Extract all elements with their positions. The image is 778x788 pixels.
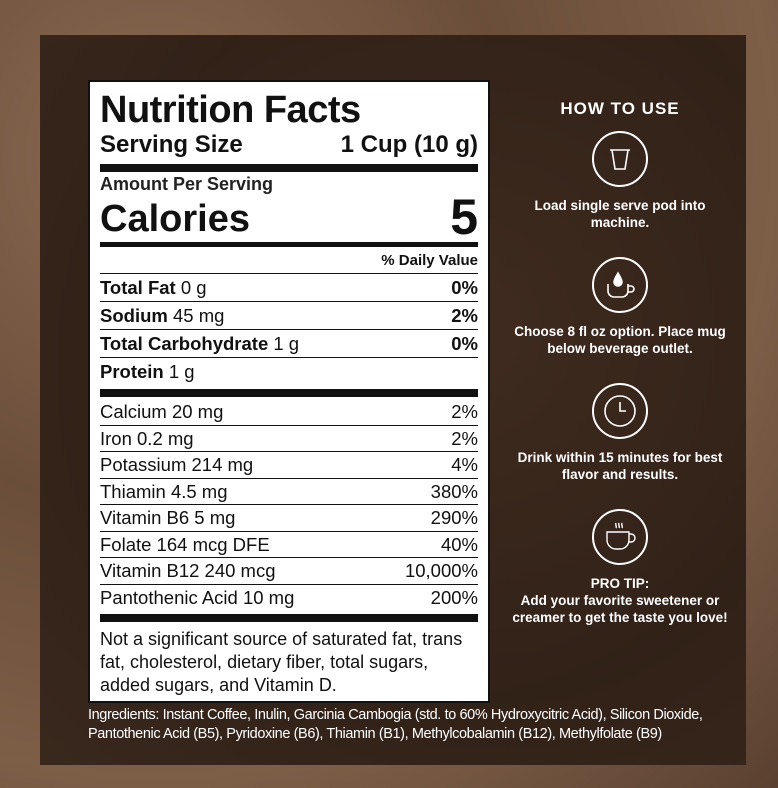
nutrient-amount: 1 g xyxy=(273,333,300,354)
label-title: Nutrition Facts xyxy=(100,89,361,131)
vitamin-row: Potassium 214 mg 4% xyxy=(100,452,478,479)
vitamin-row: Vitamin B12 240 mcg 10,000% xyxy=(100,558,478,585)
pod-icon xyxy=(592,131,648,187)
nutrient-dv: 2% xyxy=(451,305,478,326)
step-text: Load single serve pod into machine. xyxy=(534,198,706,230)
vitamin-name: Potassium 214 mg xyxy=(100,454,254,475)
vitamin-dv: 2% xyxy=(451,427,478,449)
step-text: Add your favorite sweetener or creamer t… xyxy=(512,593,728,625)
footnote: Not a significant source of saturated fa… xyxy=(100,629,463,695)
step-text: Drink within 15 minutes for best flavor … xyxy=(517,450,723,482)
serving-size: Serving Size 1 Cup (10 g) xyxy=(100,130,478,160)
nutrient-name: Total Fat xyxy=(100,277,176,298)
serving-label: Serving Size xyxy=(100,131,243,158)
vitamin-name: Vitamin B12 240 mcg xyxy=(100,560,276,581)
amount-per-serving: Amount Per Serving xyxy=(100,174,274,194)
vitamin-dv: 290% xyxy=(430,507,478,528)
nutrient-name: Total Carbohydrate xyxy=(100,333,269,354)
divider xyxy=(100,614,478,622)
calories: Calories 5 xyxy=(100,189,478,245)
vitamin-row: Vitamin B6 5 mg 290% xyxy=(100,505,478,532)
step-text: Choose 8 fl oz option. Place mug below b… xyxy=(514,324,726,356)
nutrient-amount: 1 g xyxy=(168,361,195,382)
macro-list: Total Fat 0 g 0% Sodium 45 mg 2% Total Carbo… xyxy=(100,274,478,385)
serving-value: 1 Cup (10 g) xyxy=(340,131,478,158)
nutrient-row: Protein 1 g xyxy=(100,358,478,385)
how-to-step: Choose 8 fl oz option. Place mug below b… xyxy=(510,257,730,357)
how-to-step: PRO TIP: Add your favorite sweetener or c… xyxy=(510,509,730,626)
vitamin-name: Folate 164 mcg DFE xyxy=(100,533,270,555)
ingredients: Ingredients: Instant Coffee, Inulin, Gar… xyxy=(88,707,703,742)
divider xyxy=(100,389,478,397)
nutrient-amount: 0 g xyxy=(180,277,207,298)
vitamin-row: Calcium 20 mg 2% xyxy=(100,399,478,426)
vitamin-dv: 10,000% xyxy=(404,560,478,581)
nutrient-row: Sodium 45 mg 2% xyxy=(100,302,478,330)
daily-value-header: % Daily Value xyxy=(100,249,478,274)
nutrient-name: Protein xyxy=(100,361,164,382)
vitamin-dv: 2% xyxy=(451,401,478,422)
mug-drop-icon xyxy=(592,257,648,313)
vitamin-dv: 200% xyxy=(430,586,478,608)
vitamin-row: Folate 164 mcg DFE 40% xyxy=(100,532,478,558)
how-to-use: HOW TO USE Load single serve pod into ma… xyxy=(510,100,730,652)
nutrient-name: Sodium xyxy=(100,305,168,326)
how-to-step: Load single serve pod into machine. xyxy=(510,131,730,231)
calories-label: Calories xyxy=(100,198,250,240)
vitamin-list: Calcium 20 mg 2% Iron 0.2 mg 2% Potassium 21… xyxy=(100,399,478,610)
vitamin-dv: 380% xyxy=(430,480,478,502)
steaming-cup-icon xyxy=(592,509,648,565)
divider xyxy=(100,242,478,247)
how-to-use-title: HOW TO USE xyxy=(560,99,680,118)
vitamin-name: Thiamin 4.5 mg xyxy=(100,480,228,502)
vitamin-name: Iron 0.2 mg xyxy=(100,427,194,449)
vitamin-name: Calcium 20 mg xyxy=(100,401,224,422)
calories-value: 5 xyxy=(450,189,478,245)
step-heading: PRO TIP: xyxy=(590,576,650,591)
vitamin-dv: 40% xyxy=(440,533,478,555)
nutrient-dv: 0% xyxy=(451,277,478,298)
vitamin-name: Pantothenic Acid 10 mg xyxy=(100,586,295,608)
vitamin-row: Pantothenic Acid 10 mg 200% xyxy=(100,585,478,611)
nutrition-facts-label: Nutrition Facts Serving Size 1 Cup (10 g… xyxy=(88,80,490,703)
divider xyxy=(100,164,478,172)
nutrient-amount: 45 mg xyxy=(172,305,225,326)
vitamin-name: Vitamin B6 5 mg xyxy=(100,507,236,528)
nutrient-dv: 0% xyxy=(451,333,478,354)
nutrient-row: Total Fat 0 g 0% xyxy=(100,274,478,302)
vitamin-dv: 4% xyxy=(451,454,478,475)
nutrient-row: Total Carbohydrate 1 g 0% xyxy=(100,330,478,358)
clock-icon xyxy=(592,383,648,439)
vitamin-row: Iron 0.2 mg 2% xyxy=(100,426,478,452)
vitamin-row: Thiamin 4.5 mg 380% xyxy=(100,479,478,505)
how-to-step: Drink within 15 minutes for best flavor … xyxy=(510,383,730,483)
